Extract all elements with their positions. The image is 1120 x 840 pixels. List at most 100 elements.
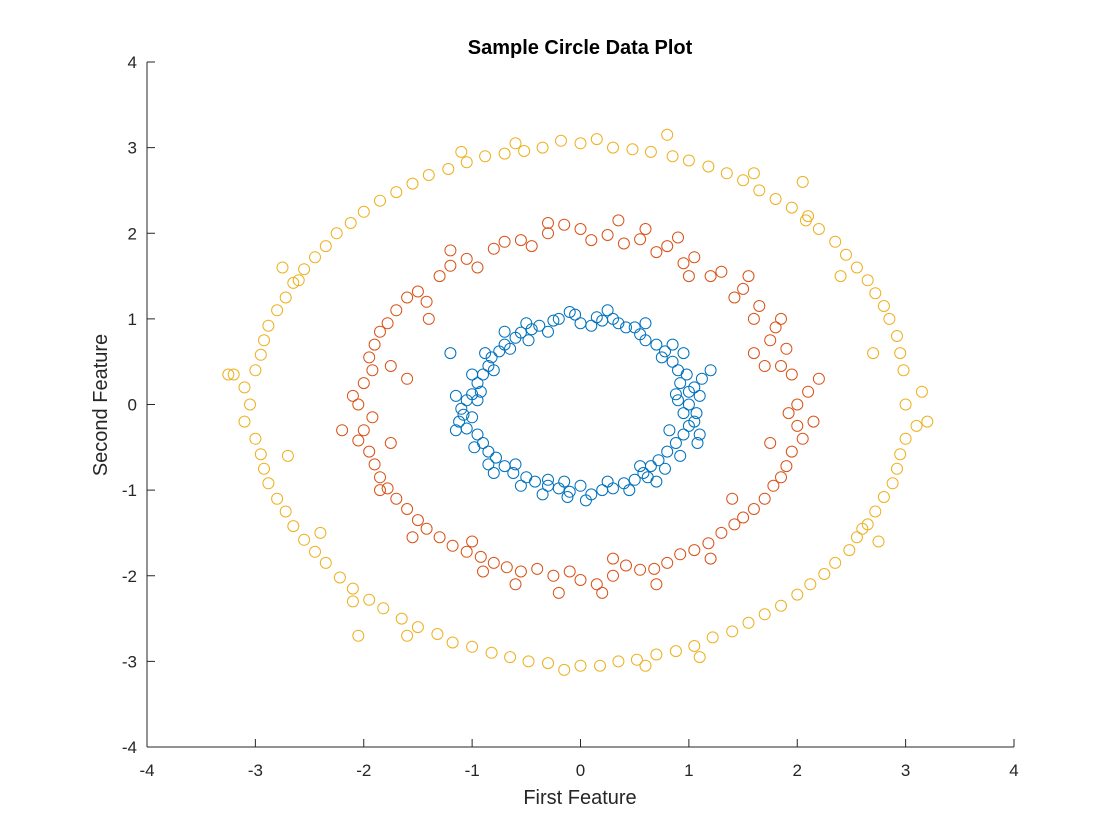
data-point: [298, 263, 311, 276]
data-point: [406, 177, 419, 190]
data-point: [702, 160, 715, 173]
data-point: [728, 291, 741, 304]
data-point: [368, 338, 381, 351]
data-point: [702, 537, 715, 550]
data-point: [688, 640, 701, 652]
data-point: [262, 319, 275, 332]
data-point: [775, 471, 787, 484]
data-point: [877, 491, 890, 503]
data-point: [514, 479, 527, 492]
x-tick-label: -3: [248, 761, 263, 780]
data-point: [477, 437, 489, 449]
data-point: [533, 319, 546, 332]
x-tick-label: -2: [356, 761, 371, 780]
data-point: [401, 372, 414, 385]
data-point: [542, 657, 554, 670]
data-point: [498, 147, 511, 160]
data-point: [607, 312, 619, 325]
data-point: [346, 389, 359, 402]
data-point: [563, 485, 576, 498]
data-point: [374, 471, 386, 484]
data-point: [520, 317, 533, 330]
data-point: [617, 477, 630, 490]
data-point: [758, 608, 771, 621]
data-point: [561, 491, 574, 503]
data-point: [477, 565, 489, 578]
data-point: [357, 424, 370, 437]
data-point: [620, 559, 632, 572]
data-point: [655, 351, 668, 364]
data-point: [344, 217, 357, 229]
data-point: [742, 270, 755, 283]
data-point: [747, 347, 760, 360]
data-point: [796, 432, 809, 445]
data-point: [574, 659, 587, 672]
data-point: [737, 282, 750, 295]
data-point: [693, 651, 706, 664]
data-point: [829, 235, 842, 248]
data-point: [422, 312, 435, 325]
data-point: [333, 571, 346, 584]
data-point: [850, 531, 863, 544]
data-point: [637, 467, 650, 479]
data-point: [420, 522, 433, 535]
data-point: [585, 319, 598, 332]
data-point: [617, 237, 630, 250]
data-point: [590, 578, 603, 591]
data-point: [444, 347, 457, 360]
data-point: [742, 616, 755, 629]
data-point: [607, 552, 619, 565]
data-point: [401, 291, 414, 304]
data-point: [563, 306, 576, 318]
data-point: [352, 629, 365, 642]
data-point: [279, 505, 292, 518]
data-point: [466, 535, 479, 548]
x-axis-title: First Feature: [523, 787, 636, 809]
series-1: [444, 304, 717, 507]
y-tick-label: 0: [128, 396, 137, 415]
data-point: [500, 561, 513, 574]
data-point: [449, 424, 462, 437]
data-point: [381, 317, 394, 330]
data-point: [634, 563, 647, 576]
data-point: [287, 520, 300, 533]
data-point: [650, 648, 663, 661]
data-point: [747, 503, 760, 515]
data-point: [381, 482, 394, 495]
data-point: [258, 334, 270, 347]
data-point: [474, 385, 487, 398]
data-point: [612, 655, 625, 668]
data-point: [594, 659, 606, 672]
x-tick-label: 0: [576, 761, 585, 780]
data-point: [585, 234, 598, 247]
data-point: [468, 441, 481, 454]
data-point: [812, 372, 825, 385]
data-point: [634, 233, 647, 246]
data-point: [669, 645, 682, 658]
y-tick-label: -1: [122, 481, 137, 500]
data-point: [626, 143, 639, 156]
data-point: [650, 578, 663, 591]
data-point: [775, 360, 787, 372]
data-point: [780, 342, 793, 355]
data-point: [726, 492, 739, 505]
data-point: [659, 345, 671, 358]
data-point: [357, 377, 370, 390]
data-point: [319, 556, 332, 569]
data-point: [390, 304, 403, 317]
data-point: [374, 325, 386, 338]
data-point: [648, 562, 661, 575]
data-point: [309, 251, 321, 264]
data-point: [254, 448, 267, 461]
data-point: [641, 471, 654, 484]
data-point: [319, 240, 332, 253]
data-point: [650, 338, 663, 351]
data-point: [894, 448, 907, 461]
data-point: [366, 411, 379, 424]
data-point: [262, 477, 275, 490]
data-point: [672, 231, 684, 244]
data-point: [518, 145, 531, 157]
data-point: [487, 467, 500, 479]
data-point: [829, 556, 842, 569]
